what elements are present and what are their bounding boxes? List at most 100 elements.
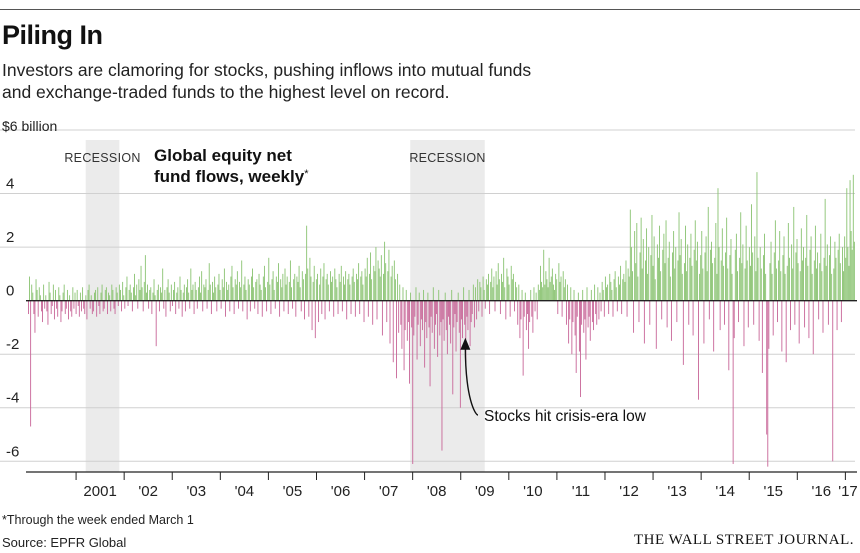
top-rule — [0, 9, 860, 10]
bar-675 — [758, 300, 760, 341]
bar-271 — [321, 300, 323, 315]
bar-274 — [324, 300, 326, 320]
bar-677 — [760, 268, 762, 301]
gridlines — [0, 129, 855, 462]
bar-690 — [774, 220, 776, 301]
bar-590 — [666, 300, 668, 328]
bar-198 — [242, 300, 244, 312]
tick-labels: 4 2 0 -2 -4 -6 2001 '02 '03 '04 '05 '06 '07 '08 '09 '10… — [6, 176, 858, 500]
bar-560 — [634, 231, 636, 301]
bar-704 — [790, 300, 791, 331]
bar-550 — [623, 273, 625, 301]
bar-562 — [636, 223, 638, 301]
bar-696 — [781, 300, 783, 352]
bar-247 — [295, 300, 297, 317]
bar-331 — [386, 300, 388, 323]
bar-0 — [28, 300, 29, 315]
bar-720 — [807, 265, 809, 301]
bar-628 — [707, 206, 709, 301]
bar-329 — [384, 241, 386, 301]
bar-236 — [283, 300, 285, 312]
bar-479 — [546, 279, 548, 301]
bar-503 — [572, 300, 574, 323]
bar-434 — [497, 263, 499, 301]
bar-355 — [412, 300, 414, 464]
y-tick-label-0: 4 — [6, 176, 14, 193]
bar-676 — [759, 247, 761, 301]
bar-26 — [56, 300, 58, 309]
bar-540 — [612, 300, 614, 317]
bar-422 — [484, 300, 486, 309]
bar-368 — [426, 300, 428, 339]
bar-193 — [236, 271, 238, 301]
bar-37 — [68, 300, 69, 320]
bar-162 — [203, 284, 205, 301]
bar-414 — [476, 300, 478, 320]
y-tick-label-4: -4 — [6, 390, 19, 407]
bar-179 — [221, 279, 223, 301]
bar-544 — [616, 300, 618, 312]
bar-221 — [267, 281, 269, 301]
bar-522 — [593, 300, 594, 331]
bar-328 — [383, 273, 384, 301]
bar-305 — [358, 263, 360, 301]
bar-351 — [407, 300, 409, 323]
bar-657 — [739, 257, 741, 301]
bar-538 — [610, 281, 612, 301]
bar-180 — [222, 287, 224, 301]
bar-598 — [675, 247, 677, 301]
bar-166 — [207, 289, 209, 301]
bar-103 — [139, 289, 141, 301]
bar-724 — [811, 273, 813, 301]
bar-163 — [204, 287, 206, 301]
bar-612 — [690, 233, 692, 301]
bar-45 — [76, 289, 78, 301]
bar-495 — [563, 287, 565, 301]
bar-615 — [693, 249, 695, 301]
bar-391 — [451, 289, 453, 301]
bar-459 — [524, 292, 526, 301]
bar-361 — [418, 292, 420, 301]
bar-39 — [70, 300, 72, 312]
bar-55 — [87, 289, 89, 301]
bar-569 — [643, 300, 645, 344]
bar-558 — [632, 271, 633, 301]
bar-21 — [50, 300, 52, 315]
bar-589 — [665, 220, 667, 301]
bar-492 — [560, 276, 562, 301]
bar-437 — [501, 273, 502, 301]
bar-512 — [582, 289, 584, 301]
bar-740 — [829, 255, 830, 301]
bar-498 — [567, 284, 568, 301]
chart-title-line-1: Global equity net — [154, 146, 292, 165]
bar-5 — [33, 300, 35, 315]
bar-706 — [792, 268, 794, 301]
bar-350 — [406, 300, 408, 341]
bar-406 — [467, 300, 469, 331]
bar-375 — [433, 300, 435, 349]
bar-507 — [576, 300, 578, 317]
bar-613 — [691, 265, 693, 301]
bar-54 — [86, 300, 88, 320]
bar-728 — [816, 268, 817, 301]
bar-141 — [180, 289, 182, 301]
bar-172 — [214, 276, 216, 301]
bar-242 — [289, 260, 291, 301]
bar-75 — [109, 295, 111, 301]
x-tick-label-3: '04 — [235, 483, 255, 500]
bar-425 — [488, 273, 489, 301]
bar-716 — [803, 247, 804, 301]
bar-353 — [410, 292, 412, 301]
bar-621 — [700, 255, 702, 301]
bar-457 — [522, 300, 524, 376]
bar-290 — [341, 300, 343, 312]
bar-357 — [414, 300, 416, 317]
bar-581 — [656, 244, 658, 301]
bar-652 — [733, 300, 735, 339]
bar-171 — [213, 292, 215, 301]
bar-703 — [788, 257, 790, 301]
bar-607 — [685, 225, 686, 301]
bar-472 — [538, 289, 540, 301]
bar-483 — [550, 276, 552, 301]
bar-418 — [480, 287, 482, 301]
